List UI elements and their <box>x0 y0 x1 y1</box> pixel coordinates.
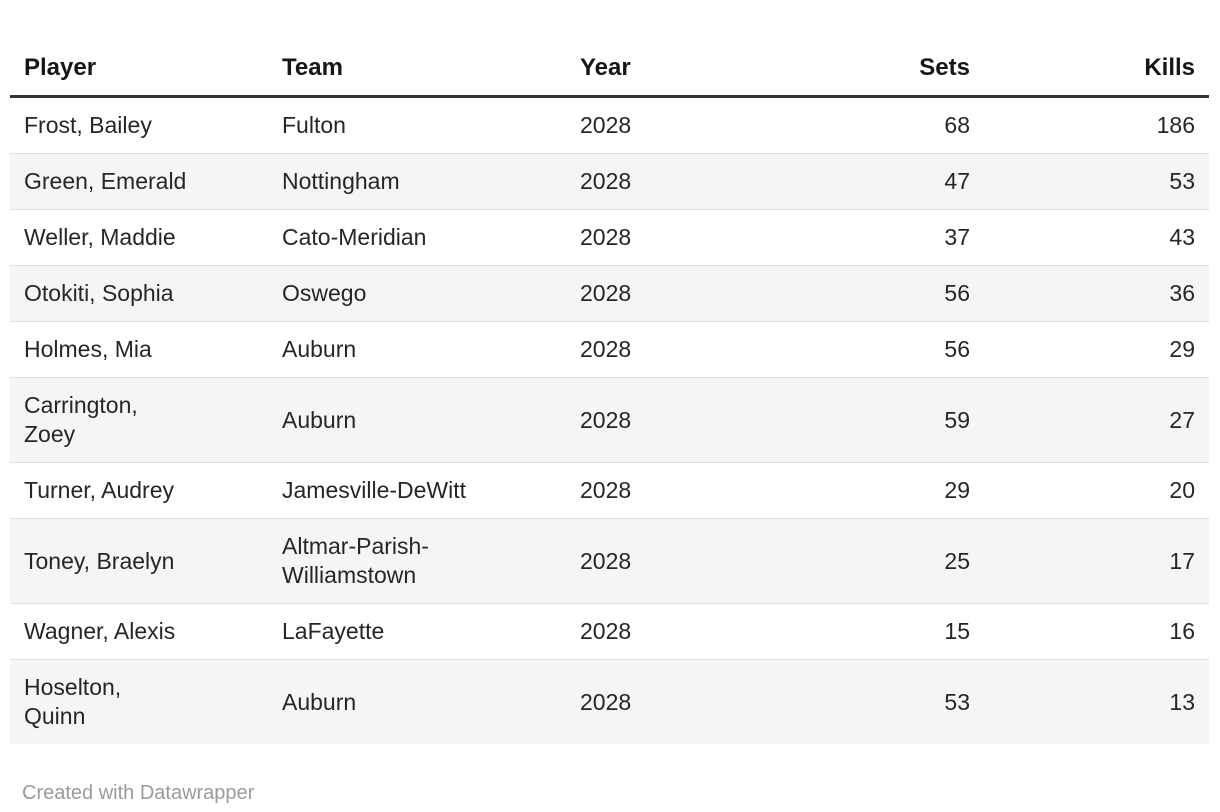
team-name: LaFayette <box>282 618 385 644</box>
cell-year: 2028 <box>566 321 770 378</box>
player-name: Toney, Braelyn <box>24 547 175 574</box>
cell-player: Turner, Audrey <box>10 462 268 519</box>
cell-sets: 15 <box>770 603 984 660</box>
table-row: Weller, Maddie Cato-Meridian 2028 37 43 <box>10 209 1209 266</box>
team-name: Altmar-Parish- Williamstown <box>282 533 429 588</box>
cell-team: Auburn <box>268 659 566 744</box>
cell-year: 2028 <box>566 265 770 322</box>
cell-kills: 186 <box>1156 112 1195 138</box>
cell-kills: 16 <box>984 603 1209 660</box>
player-name: Holmes, Mia <box>24 336 152 362</box>
cell-player: Toney, Braelyn <box>10 518 268 604</box>
cell-sets: 47 <box>770 153 984 210</box>
player-name: Carrington, Zoey <box>24 392 138 447</box>
team-name: Auburn <box>282 688 357 715</box>
cell-kills: 17 <box>984 518 1209 604</box>
team-name: Oswego <box>282 280 367 306</box>
cell-year: 2028 <box>566 209 770 266</box>
cell-player: Wagner, Alexis <box>10 603 268 660</box>
column-header-player: Player <box>10 40 268 98</box>
cell-player: Holmes, Mia <box>10 321 268 378</box>
cell-team: Cato-Meridian <box>268 209 566 266</box>
cell-sets: 53 <box>770 659 984 744</box>
team-name: Cato-Meridian <box>282 224 427 250</box>
cell-year: 2028 <box>566 603 770 660</box>
player-name: Otokiti, Sophia <box>24 280 174 306</box>
team-name: Auburn <box>282 406 357 433</box>
player-name: Wagner, Alexis <box>24 618 176 644</box>
cell-year: 2028 <box>566 377 770 463</box>
player-name: Weller, Maddie <box>24 224 176 250</box>
cell-team: Auburn <box>268 377 566 463</box>
cell-team: Jamesville-DeWitt <box>268 462 566 519</box>
cell-sets: 29 <box>770 462 984 519</box>
cell-year: 2028 <box>580 112 632 138</box>
cell-player: Green, Emerald <box>10 153 268 210</box>
cell-kills: 29 <box>984 321 1209 378</box>
column-header-year: Year <box>566 40 770 98</box>
cell-sets: 56 <box>770 265 984 322</box>
cell-player: Otokiti, Sophia <box>10 265 268 322</box>
player-name: Turner, Audrey <box>24 477 175 503</box>
table-header: Player Team Year Sets Kills <box>10 40 1209 98</box>
cell-kills: 43 <box>984 209 1209 266</box>
table-row: Green, Emerald Nottingham 2028 47 53 <box>10 153 1209 210</box>
cell-sets: 59 <box>770 377 984 463</box>
cell-sets: 68 <box>944 112 970 138</box>
datawrapper-credit-link[interactable]: Created with Datawrapper <box>22 782 255 804</box>
cell-year: 2028 <box>566 659 770 744</box>
player-name: Frost, Bailey <box>24 112 152 138</box>
cell-kills: 20 <box>984 462 1209 519</box>
cell-team: Auburn <box>268 321 566 378</box>
cell-team: Altmar-Parish- Williamstown <box>268 518 566 604</box>
team-name: Jamesville-DeWitt <box>282 477 467 503</box>
cell-kills: 53 <box>984 153 1209 210</box>
table-row: Turner, Audrey Jamesville-DeWitt 2028 29… <box>10 462 1209 519</box>
cell-sets: 56 <box>770 321 984 378</box>
table-row: Otokiti, Sophia Oswego 2028 56 36 <box>10 265 1209 322</box>
column-header-team: Team <box>268 40 566 98</box>
table-row: Carrington, Zoey Auburn 2028 59 27 <box>10 377 1209 463</box>
cell-player: Weller, Maddie <box>10 209 268 266</box>
header-row: Player Team Year Sets Kills <box>10 40 1209 98</box>
cell-player: Frost, Bailey <box>10 97 268 154</box>
cell-kills: 27 <box>984 377 1209 463</box>
team-name: Auburn <box>282 336 357 362</box>
player-name: Green, Emerald <box>24 168 187 194</box>
table-row: Toney, Braelyn Altmar-Parish- Williamsto… <box>10 518 1209 604</box>
stats-table: Player Team Year Sets Kills Frost, Baile… <box>10 40 1209 744</box>
cell-kills: 36 <box>984 265 1209 322</box>
table-row: Hoselton, Quinn Auburn 2028 53 13 <box>10 659 1209 744</box>
cell-kills: 13 <box>984 659 1209 744</box>
table-row: Wagner, Alexis LaFayette 2028 15 16 <box>10 603 1209 660</box>
table-body: Frost, Bailey Fulton 2028 68 186 Green, … <box>10 97 1209 744</box>
cell-player: Carrington, Zoey <box>10 377 268 463</box>
cell-team: Fulton <box>268 97 566 154</box>
column-header-sets: Sets <box>770 40 984 98</box>
cell-team: Oswego <box>268 265 566 322</box>
team-name: Nottingham <box>282 168 400 194</box>
cell-team: Nottingham <box>268 153 566 210</box>
cell-sets: 25 <box>770 518 984 604</box>
cell-year: 2028 <box>566 518 770 604</box>
cell-year: 2028 <box>566 462 770 519</box>
column-header-kills: Kills <box>984 40 1209 98</box>
table-row: Frost, Bailey Fulton 2028 68 186 <box>10 97 1209 154</box>
team-name: Fulton <box>282 112 346 138</box>
player-name: Hoselton, Quinn <box>24 674 122 729</box>
cell-year: 2028 <box>566 153 770 210</box>
table-row: Holmes, Mia Auburn 2028 56 29 <box>10 321 1209 378</box>
cell-team: LaFayette <box>268 603 566 660</box>
cell-sets: 37 <box>770 209 984 266</box>
cell-player: Hoselton, Quinn <box>10 659 268 744</box>
